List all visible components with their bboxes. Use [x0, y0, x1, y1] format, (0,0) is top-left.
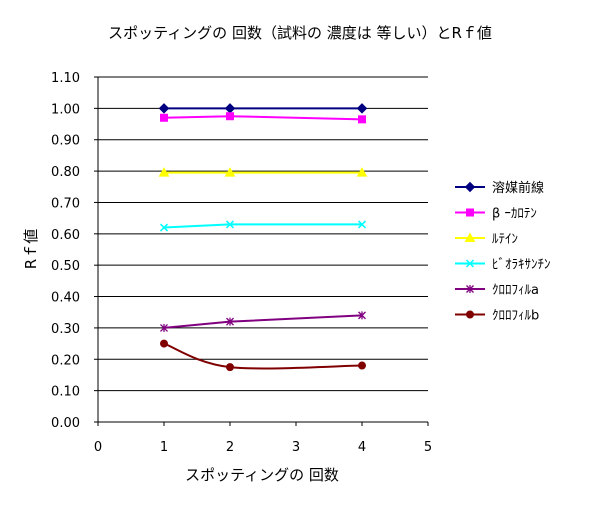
- series-line: [163, 342, 363, 370]
- x-tick-label: 3: [292, 440, 300, 455]
- x-axis-ticks: 0 1 2 3 4 5: [94, 422, 432, 455]
- legend-label: β ｰｶﾛﾃﾝ: [492, 207, 537, 222]
- x-tick-label: 2: [226, 440, 234, 455]
- legend-label: ｸﾛﾛﾌｨﾙa: [492, 283, 539, 298]
- y-tick-label: 0.10: [51, 385, 80, 400]
- data-point: [159, 223, 169, 232]
- data-point: [357, 220, 367, 229]
- legend-marker: [465, 259, 475, 268]
- data-point: [226, 317, 234, 326]
- x-tick-label: 4: [358, 440, 366, 455]
- legend-item: ﾋﾞｵﾗｷｻﾝﾁﾝ: [455, 258, 551, 273]
- y-tick-label: 0.90: [51, 134, 80, 149]
- y-tick-label: 0.80: [51, 165, 80, 180]
- y-tick-label: 0.40: [51, 291, 80, 306]
- x-tick-label: 1: [160, 440, 168, 455]
- axes: [97, 77, 428, 423]
- data-point: [225, 220, 235, 229]
- data-point: [356, 103, 368, 114]
- data-point: [356, 167, 368, 177]
- chart-title: スポッティングの 回数（試料の 濃度は 等しい）とRｆ値: [108, 24, 492, 42]
- legend-item: 溶媒前線: [455, 180, 544, 196]
- y-axis-ticks: 0.00 0.10 0.20 0.30 0.40 0.50 0.60 0.70 0.80 0.90…: [51, 71, 98, 431]
- series-6: [160, 339, 366, 372]
- gridlines: [98, 76, 428, 392]
- data-point: [358, 311, 366, 320]
- y-tick-label: 0.20: [51, 353, 80, 368]
- legend-label: ﾋﾞｵﾗｷｻﾝﾁﾝ: [492, 258, 551, 273]
- data-point: [226, 112, 234, 121]
- legend-label: ﾙﾃｲﾝ: [492, 232, 518, 247]
- data-point: [226, 363, 234, 372]
- data-point: [158, 103, 170, 114]
- series-4: [159, 220, 367, 232]
- legend-item: ｸﾛﾛﾌｨﾙa: [455, 283, 539, 298]
- legend-marker: [466, 285, 474, 293]
- legend-item: ﾙﾃｲﾝ: [455, 232, 518, 247]
- y-tick-label: 0.00: [51, 416, 80, 431]
- legend-marker: [464, 232, 476, 242]
- data-point: [160, 339, 168, 348]
- y-tick-label: 1.00: [51, 102, 80, 117]
- marker-stroke: [225, 220, 235, 229]
- data-point: [224, 167, 236, 177]
- legend-label: 溶媒前線: [492, 180, 544, 196]
- marker-stroke: [357, 220, 367, 229]
- x-axis-label: スポッティングの 回数: [185, 466, 339, 484]
- data-point: [358, 361, 366, 370]
- y-tick-label: 0.30: [51, 322, 80, 337]
- data-point: [358, 115, 366, 124]
- data-point: [160, 323, 168, 332]
- legend-item: ｸﾛﾛﾌｨﾙb: [455, 309, 539, 324]
- legend-item: β ｰｶﾛﾃﾝ: [455, 207, 537, 222]
- y-tick-label: 1.10: [51, 71, 80, 86]
- legend-label: ｸﾛﾛﾌｨﾙb: [492, 309, 539, 324]
- y-axis-label: Rｆ値: [22, 229, 40, 269]
- y-tick-label: 0.70: [51, 196, 80, 211]
- legend-marker: [466, 208, 474, 217]
- data-point: [158, 167, 170, 177]
- plot-series: [158, 103, 368, 372]
- series-3: [158, 167, 368, 177]
- series-1: [158, 103, 368, 114]
- legend-marker: [466, 310, 474, 319]
- data-point: [160, 113, 168, 122]
- marker-stroke: [159, 223, 169, 232]
- y-tick-label: 0.50: [51, 259, 80, 274]
- legend: 溶媒前線 β ｰｶﾛﾃﾝ ﾙﾃｲﾝ ﾋﾞｵﾗｷｻﾝﾁﾝ ｸﾛﾛﾌｨﾙa ｸﾛﾛﾌｨﾙb: [455, 180, 551, 324]
- series-5: [160, 311, 366, 332]
- x-tick-label: 0: [94, 440, 102, 455]
- series-2: [160, 112, 366, 124]
- x-tick-label: 5: [424, 440, 432, 455]
- y-tick-label: 0.60: [51, 228, 80, 243]
- legend-marker: [464, 181, 476, 193]
- marker-stroke: [465, 259, 475, 268]
